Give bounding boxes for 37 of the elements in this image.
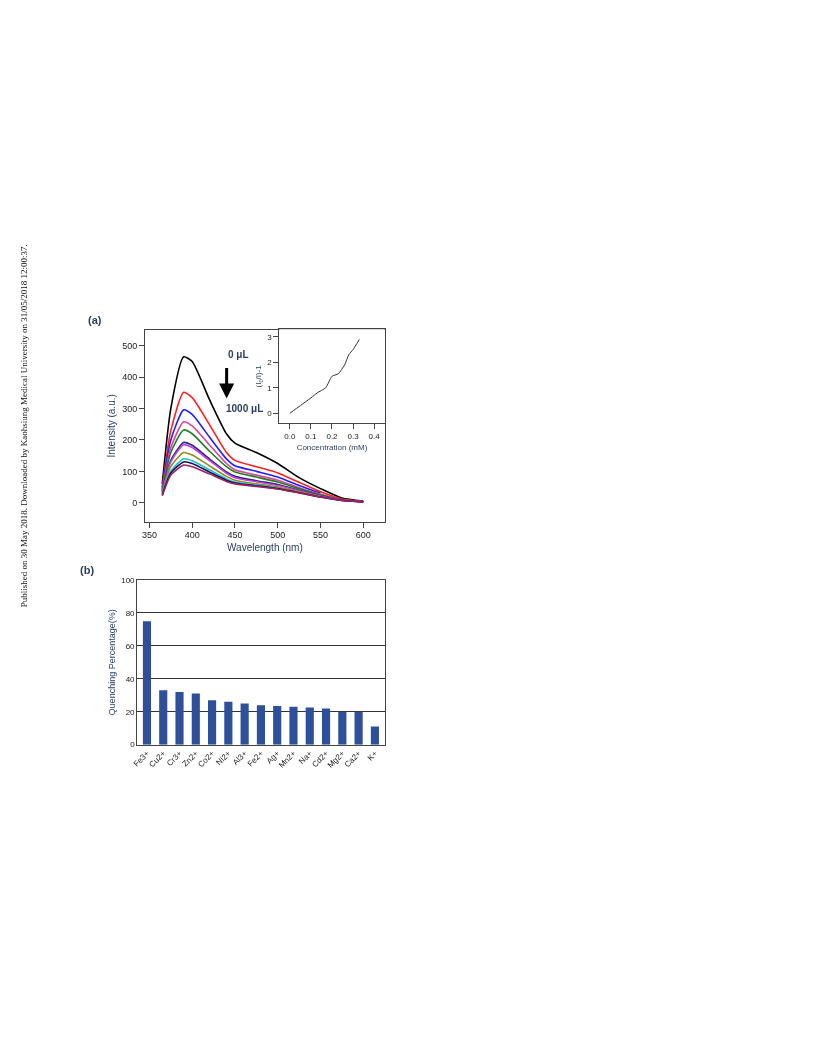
y-tick-label: 1	[267, 383, 273, 393]
annotation: 0 μL	[228, 349, 249, 360]
y-tick-label: 100	[122, 466, 138, 477]
x-tick-label: 400	[184, 530, 200, 541]
x-tick-label: 0.3	[347, 431, 360, 441]
chart-title: (a)	[88, 314, 102, 326]
y-axis-title: Quenching Percentage(%)	[106, 609, 117, 716]
y-tick-label: 40	[125, 674, 136, 684]
x-tick-label: 600	[355, 530, 371, 541]
y-tick-label: 100	[121, 575, 136, 585]
y-tick-label: 20	[125, 707, 136, 717]
chart-title: (b)	[80, 564, 95, 576]
y-tick-label: 200	[122, 435, 138, 446]
x-tick-label: Ni2+	[214, 748, 233, 768]
text: Published on 30 May 2018. Downloaded by Kaohsiung Medical University on 31/05/2018 12:00:37.	[18, 244, 29, 608]
y-tick-label: 500	[122, 341, 138, 352]
x-tick-label: 0.1	[305, 431, 318, 441]
x-axis-title: Wavelength (nm)	[227, 541, 303, 553]
y-tick-label: 80	[125, 608, 136, 618]
x-tick-label: 450	[227, 530, 243, 541]
y-tick-label: 300	[122, 403, 138, 414]
y-tick-label: 0	[130, 740, 136, 750]
y-tick-label: 0	[267, 409, 273, 419]
x-tick-label: 0.2	[326, 431, 339, 441]
y-tick-label: 60	[125, 641, 136, 651]
x-tick-label: 550	[312, 530, 329, 541]
annotation: 1000 μL	[226, 403, 264, 414]
x-tick-label: 0.4	[368, 431, 381, 441]
y-tick-label: 3	[267, 332, 273, 342]
x-tick-label: 350	[141, 530, 157, 541]
y-tick-label: 2	[267, 358, 273, 368]
x-tick-label: K+	[365, 748, 380, 763]
y-tick-label: 400	[122, 372, 138, 383]
x-tick-label: 0.0	[284, 431, 296, 441]
y-axis-title: Intensity (a.u.)	[106, 394, 118, 458]
x-axis-title: Concentration (mM)	[296, 443, 368, 453]
y-tick-label: 0	[132, 497, 138, 508]
